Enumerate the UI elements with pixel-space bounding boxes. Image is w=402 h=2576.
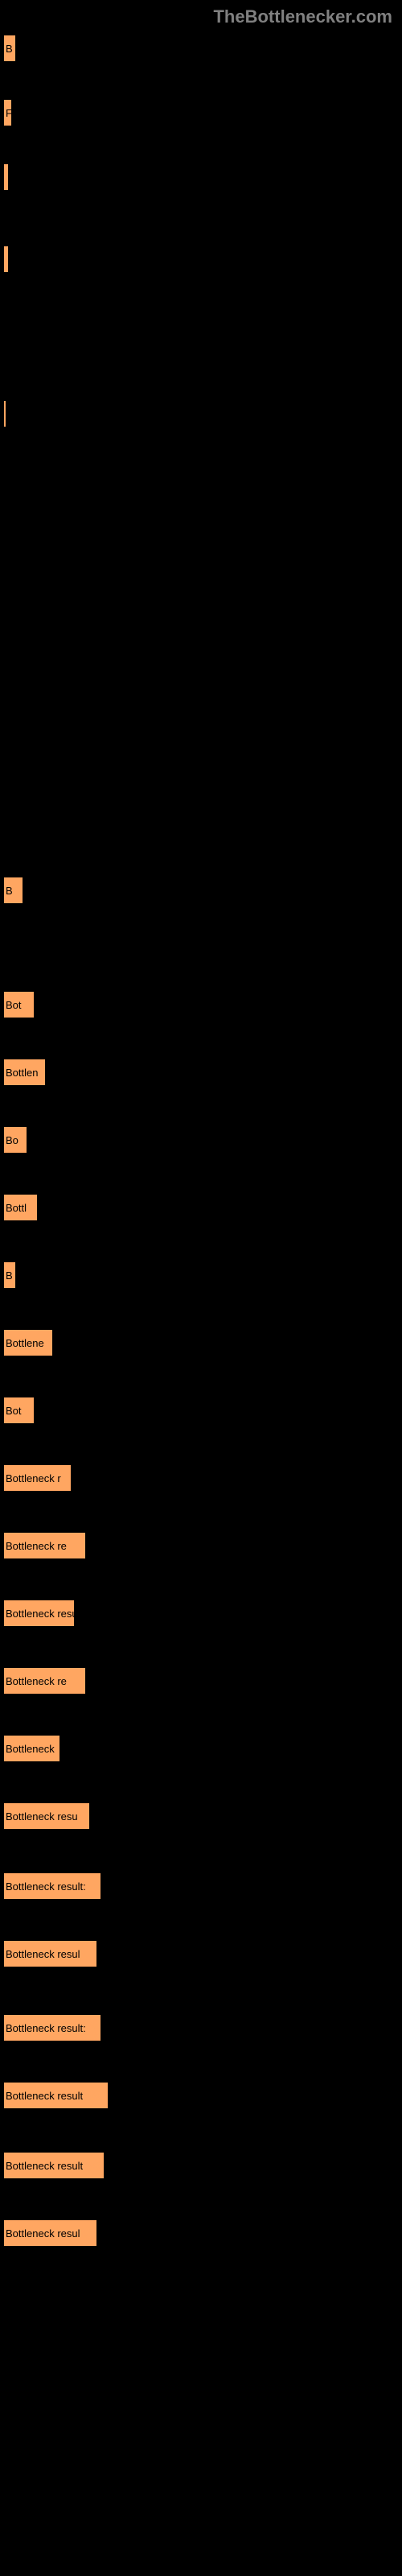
bar-label: Bottleneck re: [6, 1540, 67, 1552]
bar-row: Bottleneck resu: [4, 1600, 398, 1626]
site-logo: TheBottlenecker.com: [0, 0, 402, 27]
bar-label: Bottleneck result: [6, 2090, 83, 2102]
bar-row: Bottlene: [4, 1330, 398, 1356]
bar: Bottleneck resu: [4, 1600, 74, 1626]
bar-row: Bottleneck resu: [4, 1803, 398, 1829]
bar-row: Bot: [4, 1397, 398, 1423]
bar: [4, 246, 8, 272]
bar-label: Bottlen: [6, 1067, 38, 1079]
bar-label: Bottleneck r: [6, 1472, 61, 1484]
bar: Bot: [4, 1397, 34, 1423]
bar-label: B: [6, 1269, 13, 1282]
bar-label: Bottleneck re: [6, 1675, 67, 1687]
bar: Bottleneck resul: [4, 1941, 96, 1967]
bar-label: Bottl: [6, 1202, 27, 1214]
bar-row: Bottleneck re: [4, 1668, 398, 1694]
bar-label: Bottleneck: [6, 1743, 55, 1755]
bar-row: Bottleneck resul: [4, 1941, 398, 1967]
bar: Bottleneck result: [4, 2083, 108, 2108]
bar-row: Bottlen: [4, 1059, 398, 1085]
bar-row: [4, 164, 398, 190]
bar-label: Bottleneck resul: [6, 2227, 80, 2240]
bar-row: Bottleneck resul: [4, 2220, 398, 2246]
bar: Bot: [4, 992, 34, 1018]
bar-label: Bottlene: [6, 1337, 44, 1349]
bar-row: F: [4, 100, 398, 126]
bar-chart: B F B Bot Bottlen Bo Bottl B Bottlene Bot Bottlene…: [0, 27, 402, 2296]
bar: Bottleneck r: [4, 1465, 71, 1491]
bar-row: Bottleneck result: [4, 2153, 398, 2178]
bar: Bottl: [4, 1195, 37, 1220]
bar-row: Bottl: [4, 1195, 398, 1220]
bar-row: [4, 401, 398, 427]
bar-row: Bottleneck: [4, 1736, 398, 1761]
bar-label: F: [6, 107, 11, 119]
bar-row: B: [4, 877, 398, 903]
bar-label: Bottleneck resu: [6, 1810, 78, 1823]
bar: Bottleneck result:: [4, 1873, 100, 1899]
bar-label: B: [6, 885, 13, 897]
bar-label: B: [6, 43, 13, 55]
bar: Bottlene: [4, 1330, 52, 1356]
bar: Bottleneck result:: [4, 2015, 100, 2041]
bar-row: Bottleneck result:: [4, 1873, 398, 1899]
bar: Bottleneck: [4, 1736, 59, 1761]
bar-label: Bot: [6, 999, 22, 1011]
bar-label: Bot: [6, 1405, 22, 1417]
bar-row: Bo: [4, 1127, 398, 1153]
bar: B: [4, 877, 23, 903]
bar-label: Bottleneck result: [6, 2160, 83, 2172]
bar: Bottlen: [4, 1059, 45, 1085]
bar: Bottleneck re: [4, 1533, 85, 1558]
bar: B: [4, 35, 15, 61]
bar-row: Bottleneck result: [4, 2083, 398, 2108]
bar-row: Bot: [4, 992, 398, 1018]
bar-row: Bottleneck r: [4, 1465, 398, 1491]
bar-row: Bottleneck re: [4, 1533, 398, 1558]
bar-label: Bottleneck resu: [6, 1608, 74, 1620]
bar: Bo: [4, 1127, 27, 1153]
bar: F: [4, 100, 11, 126]
bar-row: Bottleneck result:: [4, 2015, 398, 2041]
bar: [4, 164, 8, 190]
bar-row: B: [4, 35, 398, 61]
bar-label: Bottleneck resul: [6, 1948, 80, 1960]
bar: Bottleneck resul: [4, 2220, 96, 2246]
bar: [4, 401, 6, 427]
bar-label: Bo: [6, 1134, 18, 1146]
bar-label: Bottleneck result:: [6, 1880, 86, 1893]
bar: B: [4, 1262, 15, 1288]
bar: Bottleneck result: [4, 2153, 104, 2178]
bar: Bottleneck re: [4, 1668, 85, 1694]
bar-row: [4, 246, 398, 272]
bar-row: B: [4, 1262, 398, 1288]
bar-label: Bottleneck result:: [6, 2022, 86, 2034]
bar: Bottleneck resu: [4, 1803, 89, 1829]
